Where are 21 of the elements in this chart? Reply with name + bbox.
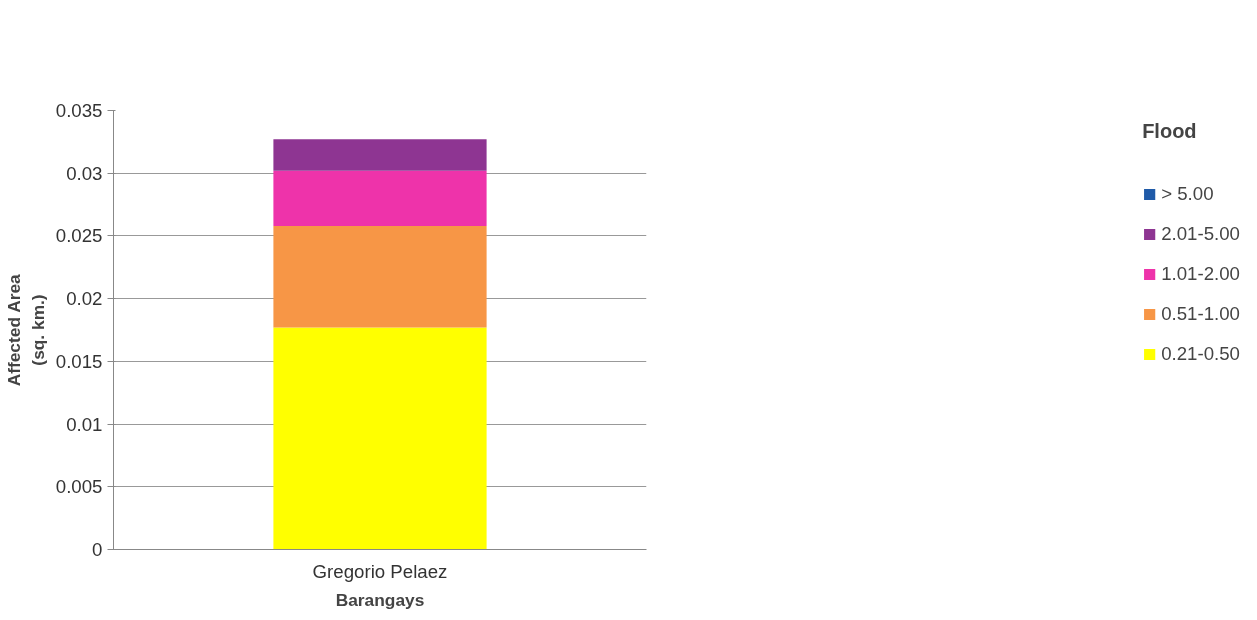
y-tick-label: 0.02 (66, 288, 103, 310)
legend-label: 0.21-0.50 (1161, 343, 1240, 365)
legend-label: 0.51-1.00 (1161, 303, 1240, 325)
legend-title: Flood (1142, 120, 1198, 143)
y-tick-label: 0.03 (66, 162, 103, 184)
bar (273, 225, 487, 328)
y-tick-label: 0.015 (55, 350, 103, 372)
bar (273, 139, 487, 171)
y-tick-label: 0.025 (55, 225, 103, 247)
legend-label: 1.01-2.00 (1161, 263, 1240, 285)
y-axis-title: Affected Area (sq. km.) (3, 273, 48, 387)
legend-label: 2.01-5.00 (1161, 223, 1240, 245)
bar (273, 327, 487, 550)
y-tick-label: 0.01 (66, 413, 103, 435)
x-tick-label: Gregorio Pelaez (312, 560, 448, 582)
bar (273, 170, 487, 226)
y-tick-label: 0.005 (55, 476, 103, 498)
y-tick-label: 0 (92, 539, 103, 560)
x-axis-title: Barangays (335, 589, 425, 610)
y-tick-label: 0.035 (55, 100, 103, 121)
legend-label: > 5.00 (1161, 183, 1214, 205)
